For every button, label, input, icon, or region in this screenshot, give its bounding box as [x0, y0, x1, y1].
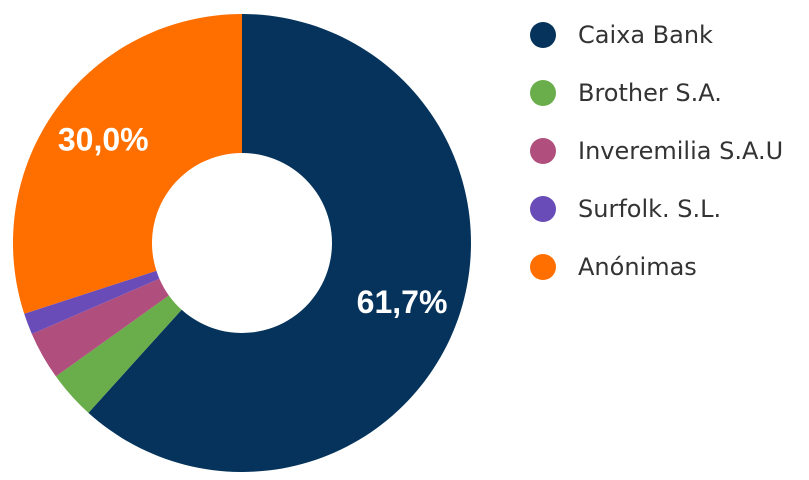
slice-surfolk-s-l [24, 270, 160, 334]
slice-brother-s-a [55, 295, 182, 413]
legend-item-brother-s-a: Brother S.A. [530, 64, 783, 122]
legend-marker [530, 254, 556, 280]
legend-item-caixa-bank: Caixa Bank [530, 6, 783, 64]
legend-label: Caixa Bank [578, 21, 713, 49]
legend-label: Surfolk. S.L. [578, 195, 722, 223]
legend-label: Inveremilia S.A.U [578, 137, 784, 165]
donut-slices [12, 14, 471, 472]
slice-caixa-bank [88, 14, 471, 472]
legend-label: Brother S.A. [578, 79, 722, 107]
legend-label: Anónimas [578, 253, 697, 281]
slice-an-nimas [12, 14, 242, 314]
legend-marker [530, 196, 556, 222]
legend-item-inveremilia-s-a-u: Inveremilia S.A.U [530, 122, 783, 180]
legend-marker [530, 80, 556, 106]
data-label-an-nimas: 30,0% [58, 122, 149, 158]
slice-inveremilia-s-a-u [31, 278, 169, 377]
legend-marker [530, 138, 556, 164]
donut-data-labels: 61,7% 30,0% [58, 122, 448, 320]
legend-item-an-nimas: Anónimas [530, 238, 783, 296]
chart-legend: Caixa Bank Brother S.A. Inveremilia S.A.U S… [530, 6, 783, 296]
legend-marker [530, 22, 556, 48]
data-label-caixa-bank: 61,7% [357, 284, 448, 320]
legend-item-surfolk-s-l: Surfolk. S.L. [530, 180, 783, 238]
